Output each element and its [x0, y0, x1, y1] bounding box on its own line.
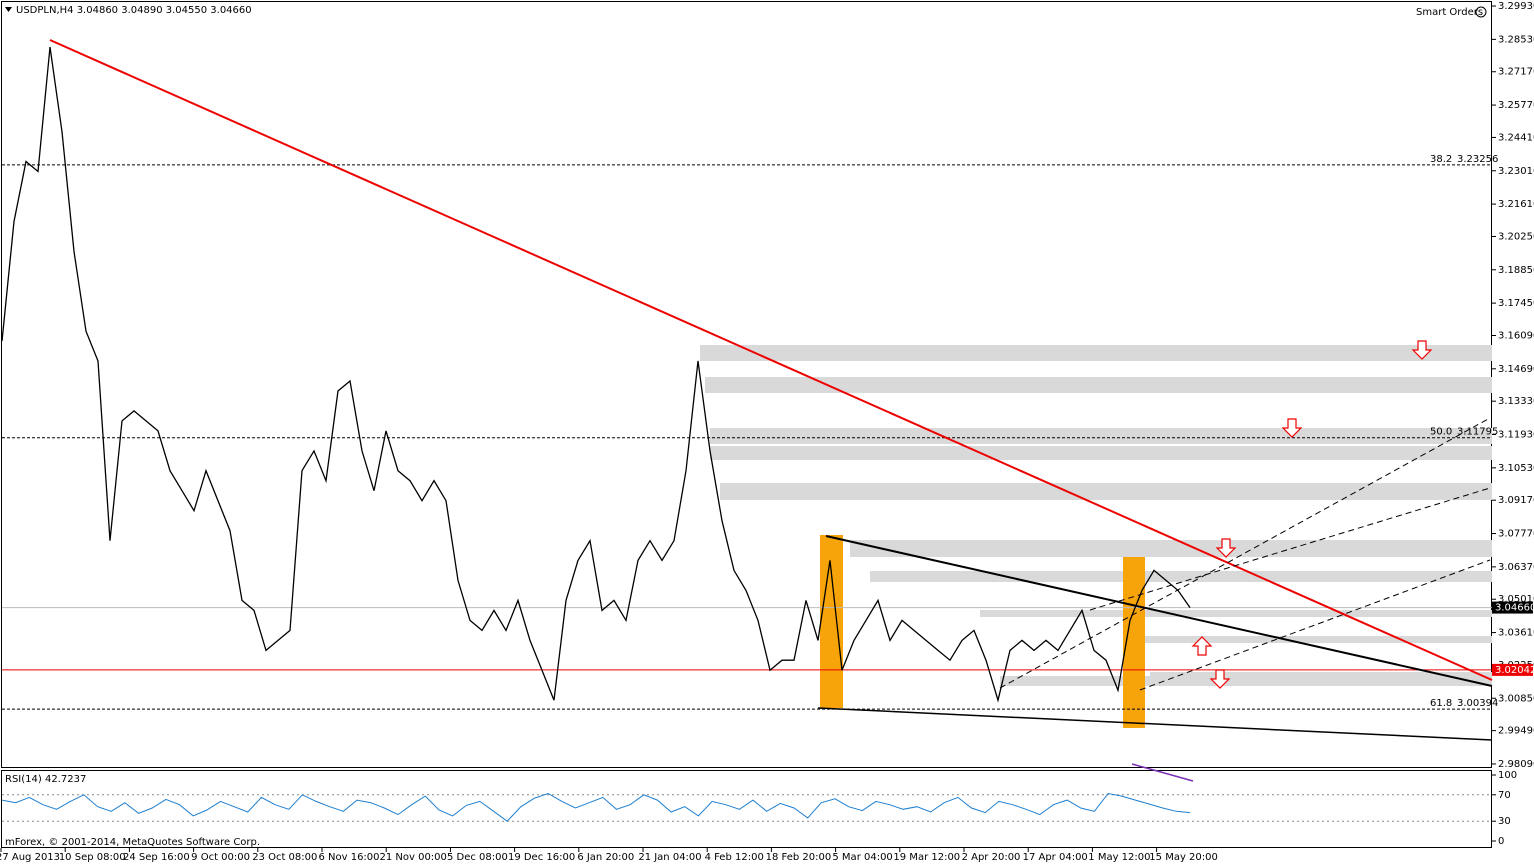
x-tick-label: 19 Mar 12:00: [893, 852, 960, 863]
y-tick-label: 3.20250: [1498, 231, 1534, 242]
trend-line: [817, 707, 1493, 741]
zone: [700, 345, 1492, 361]
price-line: [1, 46, 1191, 703]
x-tick-label: 10 Sep 08:00: [59, 852, 126, 863]
up-arrow: [1191, 636, 1213, 656]
x-tick-label: 2 Apr 20:00: [962, 852, 1021, 863]
channel-line: [999, 417, 1491, 689]
zone: [720, 483, 1492, 500]
y-tick-label: 70: [1498, 790, 1511, 801]
zone: [710, 428, 1492, 444]
rsi-line: [1, 792, 1191, 822]
y-tick-label: 3.11930: [1498, 430, 1534, 441]
menu-icon[interactable]: [5, 7, 12, 12]
x-tick-label: 21 Nov 00:00: [379, 852, 446, 863]
fib-name: 61.8: [1430, 698, 1452, 709]
x-tick-label: 18 Feb 20:00: [766, 852, 832, 863]
x-tick-label: 9 Oct 00:00: [191, 852, 250, 863]
chart-title: USDPLN,H4 3.04860 3.04890 3.04550 3.0466…: [16, 5, 252, 16]
y-tick-label: 0: [1498, 836, 1504, 847]
y-tick-label: 3.16090: [1498, 330, 1534, 341]
zone: [980, 610, 1492, 617]
y-tick-label: 3.24410: [1498, 132, 1534, 143]
highlight: [820, 535, 843, 708]
x-tick-label: 6 Jan 20:00: [577, 852, 634, 863]
y-tick-label: 3.00850: [1498, 693, 1534, 704]
y-tick-label: 3.17450: [1498, 298, 1534, 309]
y-tick-label: 3.25770: [1498, 100, 1534, 111]
y-tick-label: 100: [1498, 770, 1517, 781]
y-tick-label: 2.99490: [1498, 726, 1534, 737]
y-tick-label: 3.07770: [1498, 529, 1534, 540]
x-tick-label: 21 Jan 04:00: [638, 852, 701, 863]
fib-name: 50.0: [1430, 427, 1452, 438]
y-tick-label: 3.10530: [1498, 463, 1534, 474]
x-tick-label: 1 May 12:00: [1088, 852, 1150, 863]
down-arrow: [1411, 340, 1433, 360]
price-tag: [1492, 601, 1533, 614]
levels: [2, 164, 1492, 822]
y-tick-label: 3.23010: [1498, 166, 1534, 177]
divergence-line: [1131, 763, 1194, 782]
price-layer: [1, 46, 1191, 822]
down-arrow: [1209, 669, 1231, 689]
down-arrow: [1215, 538, 1237, 558]
zone: [710, 446, 1492, 460]
x-tick-label: 4 Feb 12:00: [705, 852, 764, 863]
y-tick-label: 3.18850: [1498, 265, 1534, 276]
y-tick-label: 3.03610: [1498, 628, 1534, 639]
channel-line: [1139, 559, 1491, 691]
fib-value: 3.11795: [1457, 427, 1498, 438]
highlight: [1123, 557, 1145, 728]
x-tick-label: 23 Oct 08:00: [252, 852, 317, 863]
y-tick-label: 3.05010: [1498, 594, 1534, 605]
x-tick-label: 19 Dec 16:00: [508, 852, 575, 863]
drawings: [49, 39, 1493, 782]
trend-line: [825, 535, 1493, 687]
y-tick-label: 3.21610: [1498, 199, 1534, 210]
rsi-title: RSI(14) 42.7237: [5, 774, 86, 785]
y-tick-label: 2.98090: [1498, 759, 1534, 770]
y-tick-label: 3.27170: [1498, 67, 1534, 78]
last-price-label: 3.04660: [1495, 603, 1534, 614]
smart-orders[interactable]: Smart Orders: [1416, 7, 1483, 18]
arrows: [1191, 340, 1433, 689]
smart-orders-icon[interactable]: [1475, 6, 1487, 18]
x-tick-label: 6 Nov 16:00: [318, 852, 379, 863]
fib-name: 38.2: [1430, 154, 1452, 165]
zone: [870, 571, 1492, 582]
fib-value: 3.00394: [1457, 698, 1498, 709]
y-tick-label: 3.09170: [1498, 495, 1534, 506]
zone: [850, 540, 1492, 557]
x-tick-label: 27 Aug 2013: [0, 852, 60, 863]
zone: [1000, 676, 1492, 686]
y-tick-label: 3.06370: [1498, 562, 1534, 573]
x-tick-label: 17 Apr 04:00: [1023, 852, 1088, 863]
x-tick-label: 5 Dec 08:00: [447, 852, 508, 863]
zone: [1140, 636, 1492, 643]
y-tick-label: 3.28530: [1498, 34, 1534, 45]
zone: [705, 377, 1492, 393]
support-label: 3.02042: [1495, 665, 1534, 676]
y-tick-label: 30: [1498, 816, 1511, 827]
y-tick-label: 3.13330: [1498, 396, 1534, 407]
copyright: mForex, © 2001-2014, MetaQuotes Software…: [5, 837, 260, 848]
trend-line: [49, 39, 1493, 681]
y-tick-label: 3.14690: [1498, 364, 1534, 375]
x-tick-label: 5 Mar 04:00: [832, 852, 892, 863]
fib-value: 3.23256: [1457, 154, 1498, 165]
x-tick-label: 24 Sep 16:00: [123, 852, 190, 863]
x-tick-label: 15 May 20:00: [1149, 852, 1218, 863]
down-arrow: [1281, 418, 1303, 438]
rsi-panel: [1, 770, 1492, 848]
y-tick-label: 3.29930: [1498, 1, 1534, 12]
price-tag: [1492, 663, 1533, 676]
